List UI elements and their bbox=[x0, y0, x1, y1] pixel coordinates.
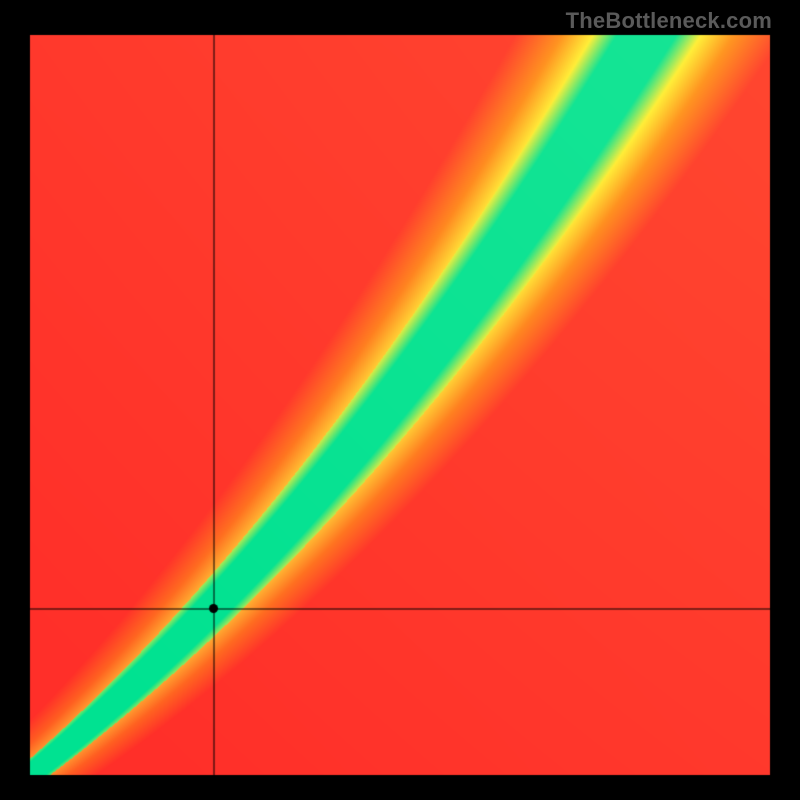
heatmap-canvas bbox=[0, 0, 800, 800]
watermark-text: TheBottleneck.com bbox=[566, 8, 772, 34]
chart-container: TheBottleneck.com bbox=[0, 0, 800, 800]
